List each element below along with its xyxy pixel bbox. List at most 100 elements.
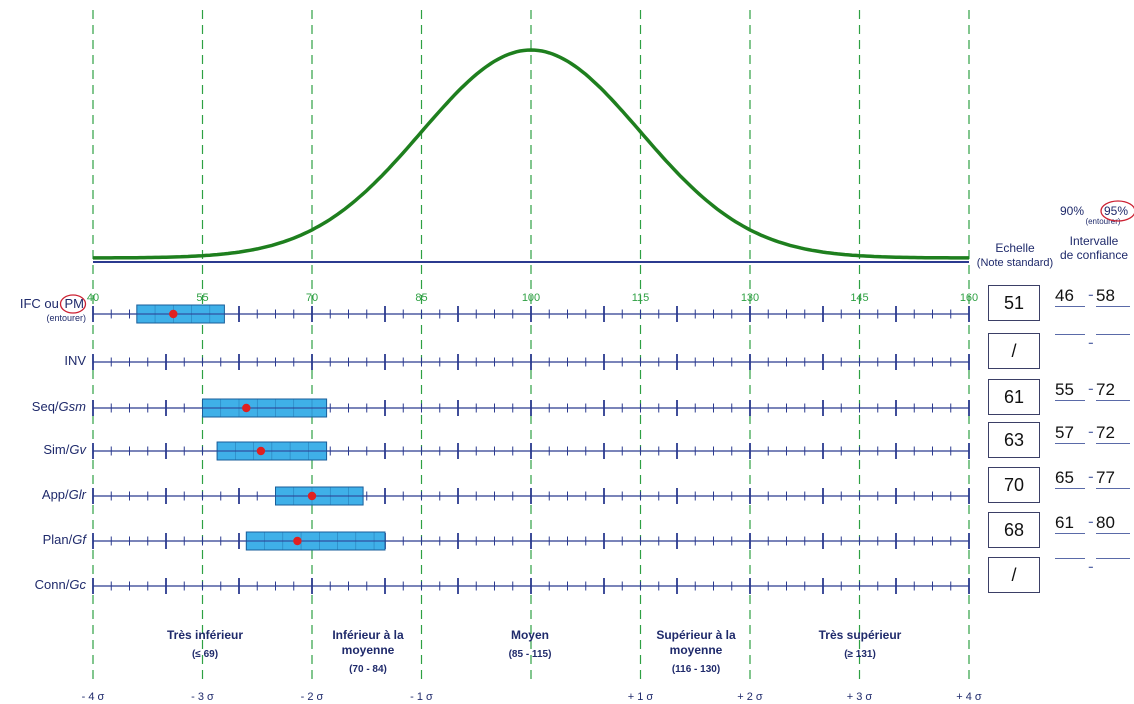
score-value: / <box>1011 340 1017 361</box>
ci-high: 58 <box>1096 286 1130 307</box>
ci-dash: - <box>1088 557 1094 576</box>
confidence-interval: 46-58 <box>1050 285 1134 316</box>
pm-circle-icon <box>59 294 86 314</box>
scale-subtitle: (Note standard) <box>976 257 1054 269</box>
ci-low: 55 <box>1055 380 1085 401</box>
ci-title: Intervalle <box>1069 234 1119 248</box>
row-label: IFC ou PM (entourer) <box>0 294 87 325</box>
score-box: / <box>988 557 1040 593</box>
sigma-label: - 2 σ <box>301 691 324 703</box>
category-range: (85 - 115) <box>508 649 552 660</box>
ci-90-label: 90% <box>1060 204 1085 218</box>
score-value: 68 <box>1003 519 1025 540</box>
score-box: 70 <box>988 467 1040 503</box>
score-point <box>307 491 317 501</box>
category-name: Moyen <box>510 628 549 642</box>
confidence-interval: - <box>1050 333 1134 364</box>
row-label-italic: Gf <box>72 532 86 547</box>
row-sublabel: (entourer) <box>46 313 86 323</box>
x-tick-label: 100 <box>522 292 540 304</box>
row-label-italic: Glr <box>68 487 86 502</box>
category-range: (70 - 84) <box>349 664 387 675</box>
score-box: 68 <box>988 512 1040 548</box>
score-box: 63 <box>988 422 1040 458</box>
row-label-circled-text: PM <box>64 296 85 311</box>
row-label-text: Plan/ <box>42 532 73 547</box>
row-label: Seq/Gsm <box>0 400 86 414</box>
score-box: 51 <box>988 285 1040 321</box>
row-label-text: INV <box>64 353 86 368</box>
x-tick-label: 40 <box>87 292 99 304</box>
confidence-interval: 65-77 <box>1050 467 1134 498</box>
category-label: Très inférieur (≤ 69) <box>150 628 260 662</box>
ci-low: 61 <box>1055 513 1085 534</box>
sigma-label: + 2 σ <box>737 691 763 703</box>
confidence-interval: - <box>1050 557 1134 588</box>
score-point <box>293 536 302 546</box>
ci-95-circle-icon <box>1100 200 1134 222</box>
category-label: Très supérieur (≥ 131) <box>800 628 920 662</box>
normal-curve <box>93 48 969 260</box>
confidence-interval: 55-72 <box>1050 379 1134 410</box>
row-label-circled: PM <box>59 294 87 314</box>
ci-dash: - <box>1088 467 1094 486</box>
category-range: (≥ 131) <box>844 649 876 660</box>
ci-note: (entourer) <box>1085 217 1121 226</box>
score-value: 51 <box>1003 292 1025 313</box>
score-value: 70 <box>1003 474 1025 495</box>
category-range: (≤ 69) <box>191 649 219 660</box>
category-label: Inférieur à la moyenne (70 - 84) <box>318 628 418 677</box>
x-tick-label: 115 <box>632 292 650 304</box>
sigma-label: + 4 σ <box>956 691 982 703</box>
scale-title: Echelle <box>995 241 1035 255</box>
row-label-italic: Gv <box>69 442 86 457</box>
ci-95-label: 95% <box>1104 204 1129 218</box>
ci-high <box>1096 558 1130 559</box>
ci-dash: - <box>1088 512 1094 531</box>
row-label: Plan/Gf <box>0 533 86 547</box>
scale-header: Echelle (Note standard) <box>974 241 1056 270</box>
score-value: 61 <box>1003 386 1025 407</box>
x-tick-label: 130 <box>741 292 759 304</box>
category-name: Supérieur à la moyenne <box>656 628 736 657</box>
row-label: INV <box>0 354 86 368</box>
score-point <box>169 309 178 319</box>
ci-high <box>1096 334 1130 335</box>
row-label-text: IFC ou <box>19 296 63 311</box>
sigma-label: + 1 σ <box>628 691 654 703</box>
ci-title-2: de confiance <box>1059 248 1129 262</box>
ci-dash: - <box>1088 285 1094 304</box>
score-box: / <box>988 333 1040 369</box>
category-range: (116 - 130) <box>671 664 721 675</box>
x-tick-label: 85 <box>415 292 427 304</box>
row-label-text: Conn/ <box>34 577 70 592</box>
confidence-interval: 61-80 <box>1050 512 1134 543</box>
ci-high: 72 <box>1096 423 1130 444</box>
score-box: 61 <box>988 379 1040 415</box>
category-label: Moyen (85 - 115) <box>490 628 570 662</box>
score-value: 63 <box>1003 429 1025 450</box>
x-tick-label: 145 <box>850 292 868 304</box>
ci-low: 46 <box>1055 286 1085 307</box>
row-label-italic: Gc <box>69 577 86 592</box>
category-name: Très supérieur <box>818 628 902 642</box>
ci-header: 90% 95% (entourer) Intervalle de confian… <box>1054 200 1134 262</box>
ci-low: 65 <box>1055 468 1085 489</box>
category-name: Très inférieur <box>166 628 244 642</box>
score-point <box>256 446 266 456</box>
ci-dash: - <box>1088 422 1094 441</box>
ci-low: 57 <box>1055 423 1085 444</box>
row-label: App/Glr <box>0 488 86 502</box>
x-tick-label: 70 <box>306 292 318 304</box>
row-label-italic: Gsm <box>58 399 86 414</box>
score-point <box>242 403 251 413</box>
row-label: Conn/Gc <box>0 578 86 592</box>
row-label: Sim/Gv <box>0 443 86 457</box>
ci-low <box>1055 334 1085 335</box>
score-value: / <box>1011 564 1017 585</box>
category-name: Inférieur à la moyenne <box>332 628 404 657</box>
row-label-text: Seq/ <box>31 399 59 414</box>
sigma-label: - 1 σ <box>410 691 433 703</box>
ci-low <box>1055 558 1085 559</box>
